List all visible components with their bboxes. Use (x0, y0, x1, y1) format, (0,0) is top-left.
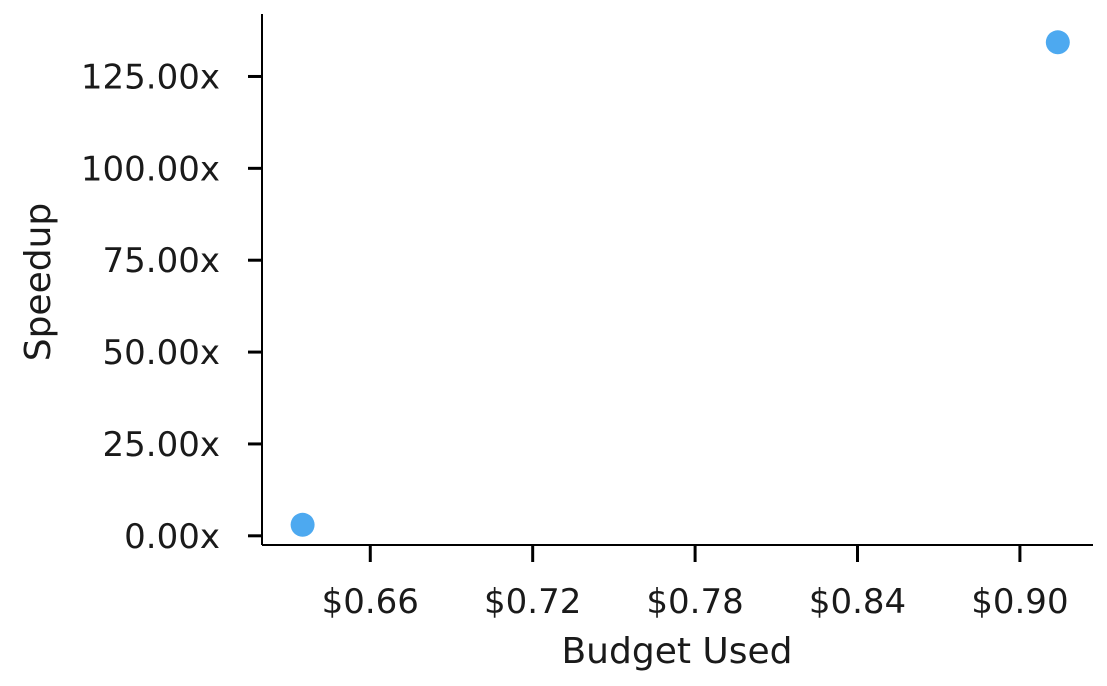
y-tick-label: 125.00x (81, 57, 220, 97)
x-tick-label: $0.78 (646, 582, 743, 622)
y-tick-label: 25.00x (103, 425, 220, 465)
x-axis-label: Budget Used (561, 631, 792, 672)
y-axis-label: Speedup (18, 203, 59, 362)
x-tick-label: $0.84 (809, 582, 906, 622)
data-point (1045, 30, 1070, 55)
data-points (290, 30, 1070, 537)
y-axis-ticks: 0.00x 25.00x 50.00x 75.00x 100.00x 125.00x (81, 57, 262, 557)
y-tick-label: 100.00x (81, 149, 220, 189)
x-axis-ticks: $0.66 $0.72 $0.78 $0.84 $0.90 (322, 545, 1069, 622)
x-tick-label: $0.72 (484, 582, 581, 622)
y-tick-label: 75.00x (103, 241, 220, 281)
data-point (290, 512, 315, 537)
y-tick-label: 50.00x (103, 333, 220, 373)
x-tick-label: $0.66 (322, 582, 419, 622)
x-tick-label: $0.90 (971, 582, 1068, 622)
y-tick-label: 0.00x (124, 517, 220, 557)
axes (261, 14, 1093, 546)
